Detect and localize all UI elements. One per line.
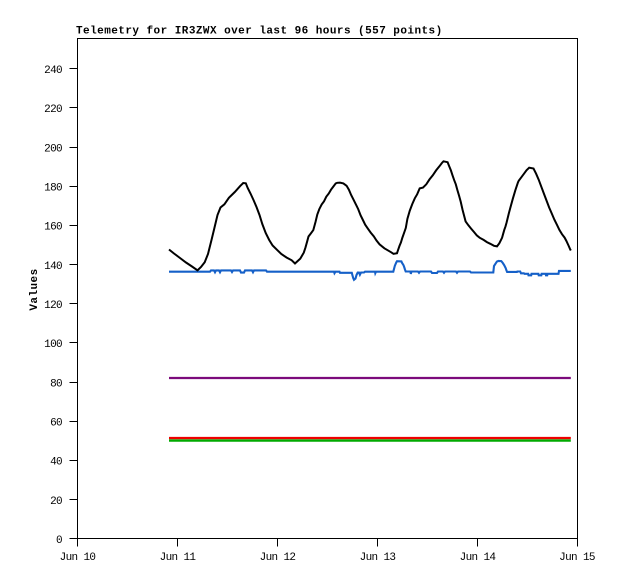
svg-text:160: 160 xyxy=(44,222,62,234)
svg-text:Values: Values xyxy=(29,268,41,310)
svg-text:Jun 10: Jun 10 xyxy=(60,552,96,564)
svg-text:100: 100 xyxy=(44,339,62,351)
svg-text:Jun 11: Jun 11 xyxy=(160,552,197,564)
svg-text:Jun 12: Jun 12 xyxy=(260,552,296,564)
svg-text:Jun 14: Jun 14 xyxy=(460,552,497,564)
svg-text:120: 120 xyxy=(44,300,62,312)
svg-text:240: 240 xyxy=(44,65,62,77)
svg-text:40: 40 xyxy=(50,457,62,469)
svg-text:80: 80 xyxy=(50,378,62,390)
svg-text:20: 20 xyxy=(50,496,62,508)
svg-text:140: 140 xyxy=(44,261,62,273)
svg-text:60: 60 xyxy=(50,418,62,430)
svg-text:220: 220 xyxy=(44,104,62,116)
svg-text:0: 0 xyxy=(56,535,62,547)
svg-text:Telemetry for IR3ZWX over last: Telemetry for IR3ZWX over last 96 hours … xyxy=(76,26,443,38)
svg-text:Jun 15: Jun 15 xyxy=(559,552,595,564)
svg-text:180: 180 xyxy=(44,183,62,195)
svg-text:Jun 13: Jun 13 xyxy=(360,552,396,564)
svg-text:200: 200 xyxy=(44,143,62,155)
